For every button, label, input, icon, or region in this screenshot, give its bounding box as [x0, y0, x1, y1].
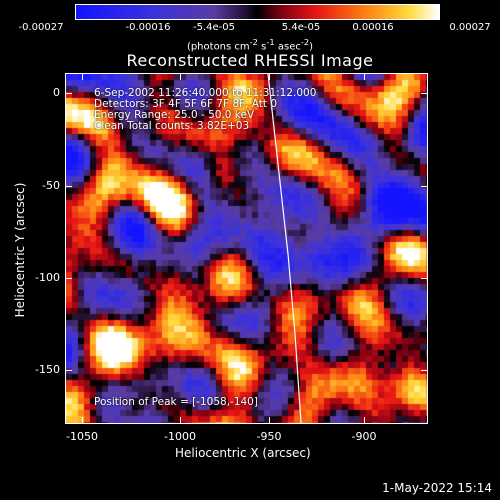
y-axis-label: Heliocentric Y (arcsec) [13, 182, 27, 318]
y-tick-label: -150 [35, 363, 60, 376]
y-tick-label: -100 [35, 271, 60, 284]
colorbar-tick-label: 0.00027 [449, 22, 491, 33]
y-tick-mark [421, 186, 428, 187]
clean-counts-text: Clean Total counts: 3.82E+03 [94, 120, 250, 132]
x-tick-label: -1000 [164, 430, 196, 443]
y-tick-label: 0 [53, 86, 60, 99]
x-tick-mark [364, 73, 365, 80]
colorbar-tick-label: -5.4e-05 [193, 22, 235, 33]
peak-position-text: Position of Peak = [-1058,-140] [94, 396, 258, 408]
timestamp: 1-May-2022 15:14 [382, 481, 492, 495]
x-tick-mark [269, 73, 270, 80]
colorbar-tick-label: 5.4e-05 [281, 22, 321, 33]
y-tick-mark [421, 370, 428, 371]
detectors-text: Detectors: 3F 4F 5F 6F 7F 8F, Att 0 [94, 98, 278, 110]
x-tick-mark [82, 417, 83, 424]
energy-range-text: Energy Range: 25.0 - 50.0 keV [94, 109, 255, 121]
x-tick-label: -950 [256, 430, 282, 443]
rhessi-image [66, 74, 427, 423]
x-tick-mark [269, 417, 270, 424]
colorbar-tick-label: -0.00027 [18, 22, 64, 33]
y-tick-mark [421, 93, 428, 94]
x-tick-mark [180, 417, 181, 424]
colorbar-tick-label: 0.00016 [352, 22, 394, 33]
x-tick-label: -1050 [66, 430, 98, 443]
y-tick-mark [65, 278, 72, 279]
x-tick-label: -900 [351, 430, 377, 443]
x-tick-mark [364, 417, 365, 424]
y-tick-label: -50 [42, 179, 60, 192]
plot-title: Reconstructed RHESSI Image [126, 51, 374, 70]
colorbar [75, 4, 440, 20]
colorbar-units: (photons cm-2 s-1 asec-2) [186, 37, 314, 53]
y-tick-mark [421, 278, 428, 279]
y-tick-mark [65, 93, 72, 94]
x-tick-mark [82, 73, 83, 80]
y-tick-mark [65, 370, 72, 371]
rhessi-image-plot: 6-Sep-2002 11:26:40.000 to 11:31:12.000 … [65, 73, 428, 424]
x-axis-label: Heliocentric X (arcsec) [175, 446, 311, 460]
y-tick-mark [65, 186, 72, 187]
colorbar-tick-label: -0.00016 [125, 22, 171, 33]
time-range-text: 6-Sep-2002 11:26:40.000 to 11:31:12.000 [94, 87, 317, 99]
x-tick-mark [180, 73, 181, 80]
limb-line [267, 74, 302, 423]
